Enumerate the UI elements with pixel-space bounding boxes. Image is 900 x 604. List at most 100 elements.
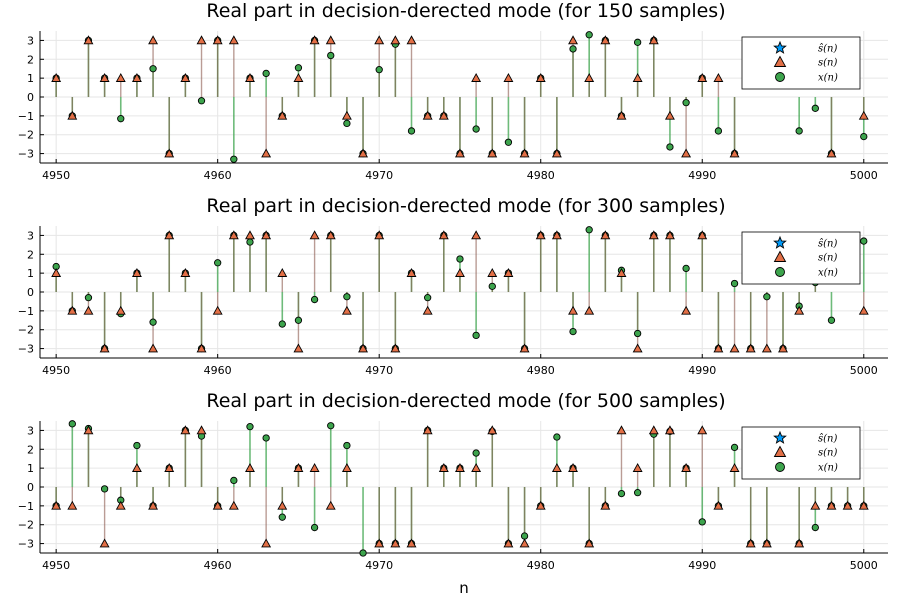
s-marker	[131, 463, 142, 472]
s-marker	[826, 500, 837, 510]
y-tick-label: 2	[27, 443, 34, 456]
s-marker	[374, 230, 385, 240]
y-tick-label: −2	[18, 519, 34, 532]
s-marker	[261, 538, 272, 548]
legend-box	[741, 231, 861, 285]
x-marker	[149, 65, 157, 73]
x-marker	[472, 449, 480, 457]
x-marker	[327, 422, 335, 430]
s-marker	[67, 305, 78, 315]
x-marker	[84, 294, 93, 302]
x-tick-label: 4950	[42, 169, 70, 182]
s-marker	[261, 230, 272, 240]
legend-triangle-icon	[773, 445, 787, 457]
s-marker	[858, 500, 869, 510]
s-marker	[664, 230, 675, 240]
s-marker	[681, 148, 692, 158]
s-marker	[390, 538, 401, 548]
x-marker	[149, 318, 157, 326]
s-marker	[325, 35, 336, 45]
s-marker	[309, 35, 320, 45]
s-marker	[406, 35, 417, 45]
x-marker	[666, 143, 674, 151]
s-marker	[358, 148, 369, 158]
s-marker	[697, 425, 708, 435]
x-marker	[278, 513, 286, 521]
s-marker	[51, 500, 62, 510]
x-tick-label: 4990	[688, 169, 716, 182]
s-marker	[664, 110, 675, 120]
legend-circle-icon	[775, 72, 785, 82]
x-marker	[617, 489, 626, 498]
x-marker	[714, 127, 723, 135]
s-marker	[67, 500, 78, 510]
x-marker	[730, 279, 739, 288]
s-marker	[632, 73, 643, 82]
legend-box	[741, 36, 861, 90]
x-marker	[100, 485, 109, 493]
s-marker	[632, 343, 643, 353]
s-marker	[616, 268, 627, 277]
x-marker	[407, 127, 416, 135]
s-marker	[713, 343, 724, 353]
s-marker	[826, 148, 837, 158]
x-marker	[359, 549, 367, 557]
legend-entry-label: x(n)	[818, 463, 838, 474]
s-marker	[131, 73, 142, 82]
s-marker	[293, 463, 304, 472]
s-marker	[697, 230, 708, 240]
s-marker	[180, 425, 191, 435]
legend-entry-label: ŝ(n)	[818, 434, 837, 445]
s-marker	[648, 425, 659, 435]
x-tick-label: 5000	[850, 364, 878, 377]
x-tick-label: 4950	[42, 364, 70, 377]
x-marker	[472, 125, 480, 133]
s-marker	[164, 230, 175, 240]
x-marker	[214, 259, 222, 267]
x-marker	[230, 476, 238, 485]
chart-title: Real part in decision-derected mode (for…	[206, 195, 725, 217]
s-marker	[228, 230, 239, 240]
legend-box	[741, 426, 861, 480]
s-marker	[616, 425, 627, 435]
s-marker	[245, 230, 255, 240]
x-marker	[811, 523, 819, 532]
x-marker	[860, 237, 868, 245]
x-marker	[488, 282, 496, 290]
x-marker	[375, 66, 383, 74]
s-marker	[616, 110, 627, 120]
x-marker	[197, 97, 206, 105]
x-marker	[278, 320, 286, 328]
legend-star-icon	[773, 40, 787, 54]
x-marker	[343, 293, 351, 301]
y-tick-label: 0	[27, 91, 34, 104]
x-axis-label: n	[459, 579, 469, 597]
x-marker	[553, 433, 561, 441]
s-marker	[600, 500, 611, 510]
y-tick-label: −1	[18, 500, 34, 513]
s-marker	[115, 500, 126, 510]
x-tick-label: 4950	[42, 559, 70, 572]
s-marker	[519, 148, 530, 158]
x-tick-label: 5000	[850, 559, 878, 572]
s-marker	[761, 343, 772, 353]
s-marker	[438, 463, 449, 472]
s-marker	[745, 343, 756, 353]
s-marker	[584, 305, 595, 315]
x-marker	[327, 51, 335, 60]
x-tick-label: 4970	[365, 364, 393, 377]
s-marker	[648, 230, 659, 240]
s-marker	[422, 110, 433, 120]
x-marker	[310, 523, 319, 532]
s-marker	[438, 230, 449, 240]
s-marker	[681, 463, 692, 472]
y-tick-label: 2	[27, 53, 34, 66]
s-marker	[842, 500, 853, 510]
s-marker	[196, 35, 207, 45]
s-marker	[487, 148, 498, 158]
s-marker	[535, 500, 546, 510]
y-tick-label: 1	[27, 267, 34, 280]
y-tick-label: 1	[27, 462, 34, 475]
y-tick-label: −3	[18, 538, 34, 551]
s-marker	[454, 463, 465, 472]
